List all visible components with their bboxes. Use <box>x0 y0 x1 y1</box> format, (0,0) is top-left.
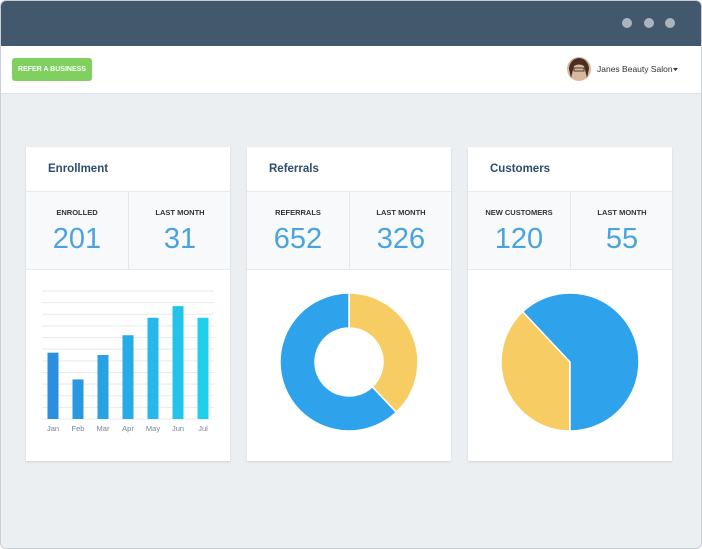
slice <box>279 292 398 432</box>
stat-value: 120 <box>494 223 544 255</box>
x-tick-label: May <box>146 424 160 433</box>
card: Customers NEW CUSTOMERS 120 LAST MONTH 55 <box>468 147 672 461</box>
window-dot[interactable] <box>622 18 632 28</box>
bar <box>172 306 184 419</box>
stat-label: NEW CUSTOMERS <box>485 208 553 217</box>
card-title: Customers <box>490 163 551 175</box>
x-tick-label: Jan <box>47 424 59 433</box>
stat-value: 652 <box>273 223 323 255</box>
stat: ENROLLED 201 <box>26 192 128 269</box>
stat-value: 31 <box>163 223 197 255</box>
stat-value: 201 <box>52 223 102 255</box>
caret[interactable] <box>673 68 679 72</box>
window-dot[interactable] <box>665 18 675 28</box>
stat: REFERRALS 652 <box>247 192 349 269</box>
stat-label: LAST MONTH <box>376 208 426 217</box>
bar <box>122 335 134 419</box>
bar <box>97 355 109 419</box>
stats-row: ENROLLED 201 LAST MONTH 31 <box>26 191 230 270</box>
window-dot[interactable] <box>644 18 654 28</box>
title-bar <box>1 1 701 46</box>
card-title: Enrollment <box>48 163 109 175</box>
stats-row: REFERRALS 652 LAST MONTH 326 <box>247 191 451 270</box>
stat-value: 326 <box>376 223 426 255</box>
card: Referrals REFERRALS 652 LAST MONTH 326 <box>247 147 451 461</box>
header: REFER A BUSINESS Janes Beauty Salon <box>1 46 701 94</box>
stat: LAST MONTH 31 <box>128 192 231 269</box>
bar <box>197 317 209 419</box>
stat: NEW CUSTOMERS 120 <box>468 192 570 269</box>
chart <box>279 292 419 432</box>
card: Enrollment ENROLLED 201 LAST MONTH 31 Jan Feb M… <box>26 147 230 461</box>
stat-label: LAST MONTH <box>597 208 647 217</box>
bar <box>147 317 159 419</box>
stats-row: NEW CUSTOMERS 120 LAST MONTH 55 <box>468 191 672 270</box>
stat-label: LAST MONTH <box>155 208 205 217</box>
card-title: Referrals <box>269 163 319 175</box>
refer-button[interactable]: REFER A BUSINESS <box>12 58 92 81</box>
avatar[interactable] <box>566 56 592 82</box>
x-tick-label: Mar <box>97 424 110 433</box>
stat: LAST MONTH 326 <box>349 192 452 269</box>
slice <box>500 310 571 432</box>
slice <box>521 292 640 432</box>
stat: LAST MONTH 55 <box>570 192 673 269</box>
stat-label: ENROLLED <box>56 208 98 217</box>
stat-label: REFERRALS <box>275 208 321 217</box>
bar <box>72 379 84 419</box>
slice <box>348 292 419 414</box>
chart: Jan Feb Mar Apr May Jun Jul <box>42 290 214 433</box>
x-tick-label: Jun <box>172 424 184 433</box>
x-tick-label: Apr <box>122 424 134 433</box>
stat-value: 55 <box>605 223 639 255</box>
bar <box>47 352 59 419</box>
x-tick-label: Feb <box>72 424 85 433</box>
user-name[interactable]: Janes Beauty Salon <box>597 64 673 74</box>
x-tick-label: Jul <box>198 424 208 433</box>
chart <box>500 292 640 432</box>
